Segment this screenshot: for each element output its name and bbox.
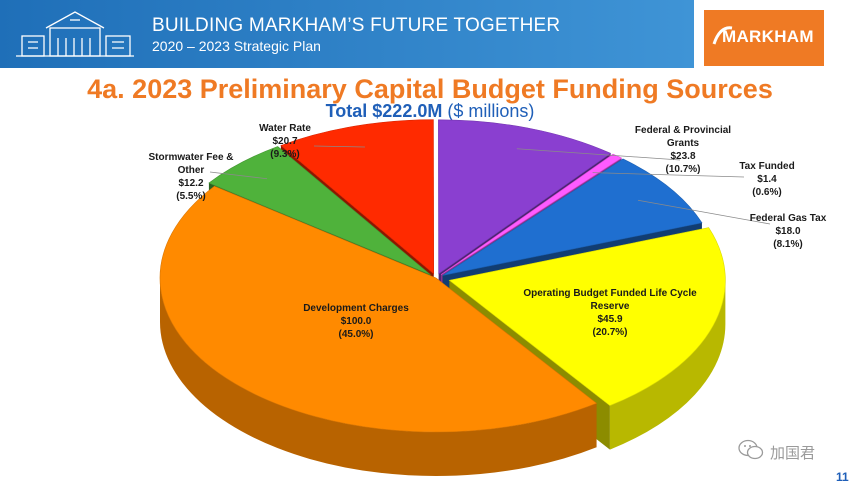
slice-label-value: $23.8 [670, 151, 696, 162]
slice-label-value: $18.0 [775, 226, 801, 237]
logo-text: MARKHAM [722, 27, 814, 46]
slice-label-value: $1.4 [757, 174, 777, 185]
slice-label-tax-funded: Tax Funded $1.4 (0.6%) [730, 160, 804, 199]
slice-grants [438, 119, 612, 275]
slice-development-charges [159, 185, 598, 433]
slice-gas-tax [442, 158, 703, 276]
leader-line-gas-tax [637, 199, 771, 225]
slice-label-name: Stormwater Fee & Other [148, 152, 234, 176]
leader-line-tax-funded [592, 172, 745, 178]
slice-label-stormwater: Stormwater Fee & Other $12.2 (5.5%) [137, 151, 245, 203]
banner-title: BUILDING MARKHAM’S FUTURE TOGETHER [152, 15, 561, 36]
slice-label-value: $45.9 [597, 314, 623, 325]
chart-units: ($ millions) [447, 101, 535, 121]
slice-label-name: Federal Gas Tax [749, 213, 827, 224]
slice-label-name: Development Charges [303, 303, 409, 314]
leader-line-stormwater [209, 171, 268, 180]
city-building-illustration [16, 11, 134, 57]
slice-label-name: Federal & Provincial Grants [634, 125, 732, 149]
slice-rim-development-charges [160, 278, 597, 477]
chart-subtitle: Total $222.0M ($ millions) [0, 101, 860, 122]
logo-swoosh-icon [712, 26, 733, 45]
slice-label-grants: Federal & Provincial Grants $23.8 (10.7%… [625, 124, 741, 176]
slice-label-name: Operating Budget Funded Life Cycle Reser… [523, 288, 697, 312]
slice-rim-operating-reserve [609, 280, 726, 450]
slice-label-operating-reserve: Operating Budget Funded Life Cycle Reser… [520, 287, 700, 339]
chart-total: Total $222.0M [325, 101, 443, 121]
page-number: 11 [836, 470, 849, 484]
slice-label-percent: (10.7%) [665, 164, 701, 175]
slice-label-percent: (0.6%) [752, 187, 782, 198]
slice-water-rate [280, 119, 434, 275]
slice-label-name: Water Rate [259, 123, 311, 134]
slice-operating-reserve [448, 227, 726, 406]
slice-label-gas-tax: Federal Gas Tax $18.0 (8.1%) [740, 212, 836, 251]
slice-label-name: Tax Funded [739, 161, 795, 172]
leader-line-water-rate [313, 145, 365, 148]
slice-label-percent: (8.1%) [773, 239, 803, 250]
wechat-icon [738, 439, 764, 460]
slice-label-percent: (20.7%) [592, 327, 628, 338]
slice-label-value: $100.0 [340, 316, 372, 327]
slice-label-value: $12.2 [178, 178, 204, 189]
leader-line-grants [516, 148, 681, 161]
slice-label-development-charges: Development Charges $100.0 (45.0%) [292, 302, 420, 341]
slice-label-water-rate: Water Rate $20.7 (9.3%) [250, 122, 320, 161]
slice-label-percent: (9.3%) [270, 149, 300, 160]
header-banner: BUILDING MARKHAM’S FUTURE TOGETHER 2020 … [0, 0, 694, 68]
banner-subtitle: 2020 – 2023 Strategic Plan [152, 38, 321, 54]
markham-logo: MARKHAM [704, 10, 824, 66]
slice-label-percent: (45.0%) [338, 329, 374, 340]
slice-label-value: $20.7 [272, 136, 298, 147]
slice-label-percent: (5.5%) [176, 191, 206, 202]
chart-title: 4a. 2023 Preliminary Capital Budget Fund… [87, 74, 773, 104]
watermark-text: 加国君 [770, 445, 816, 462]
